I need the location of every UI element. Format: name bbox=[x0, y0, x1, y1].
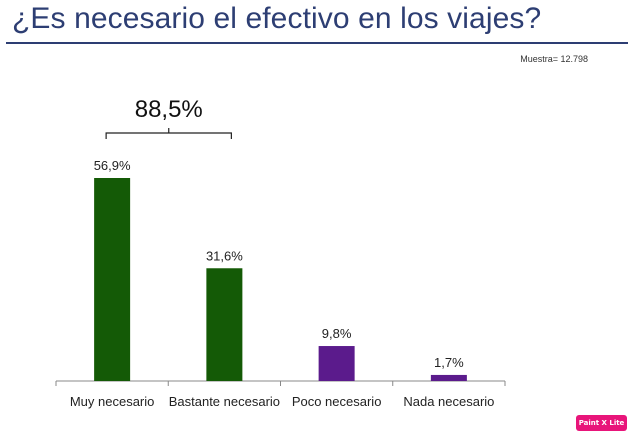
paint-x-lite-badge: Paint X Lite bbox=[576, 415, 627, 431]
bar-value-label: 9,8% bbox=[322, 326, 352, 341]
chart-title: ¿Es necesario el efectivo en los viajes? bbox=[12, 2, 542, 35]
bar-0 bbox=[94, 178, 131, 381]
x-tick-label: Muy necesario bbox=[70, 394, 155, 409]
x-tick-label: Bastante necesario bbox=[169, 394, 280, 409]
bar-1 bbox=[206, 268, 243, 381]
bar-value-label: 56,9% bbox=[94, 158, 131, 173]
x-tick-label: Poco necesario bbox=[292, 394, 382, 409]
annotation-total-label: 88,5% bbox=[135, 96, 203, 123]
sample-size-label: Muestra= 12.798 bbox=[520, 54, 588, 64]
bar-value-label: 1,7% bbox=[434, 355, 464, 370]
x-tick-label: Nada necesario bbox=[403, 394, 494, 409]
bar-2 bbox=[318, 346, 355, 381]
bar-value-label: 31,6% bbox=[206, 248, 243, 263]
title-underline bbox=[6, 42, 628, 44]
annotation-bracket bbox=[105, 128, 232, 139]
bar-3 bbox=[430, 374, 467, 381]
